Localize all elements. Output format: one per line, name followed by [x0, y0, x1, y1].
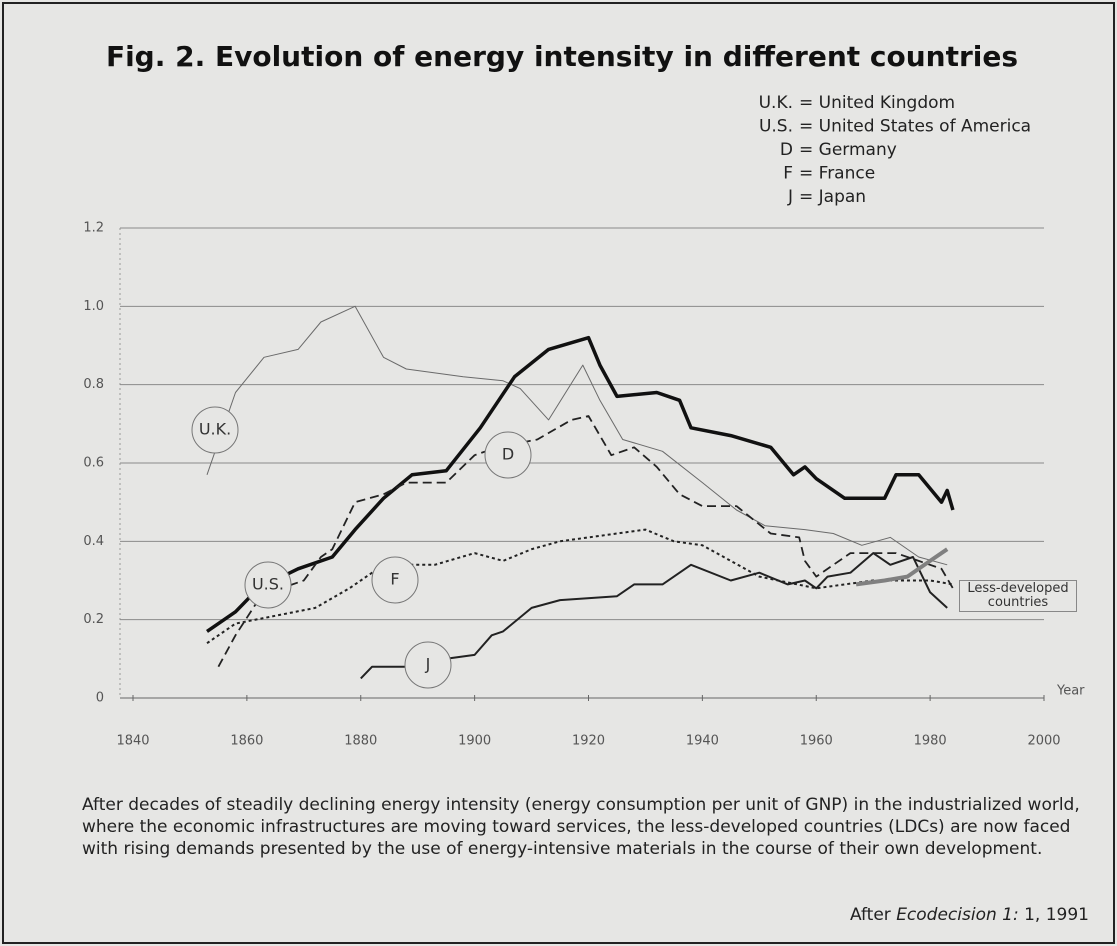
series-label: Less-developed countries — [959, 580, 1077, 612]
x-tick-label: 1940 — [686, 734, 719, 749]
legend-abbr: D — [780, 140, 793, 160]
series-label-circle — [244, 561, 292, 609]
x-axis-label: Year — [1056, 684, 1085, 699]
legend-text: = United States of America — [799, 117, 1031, 137]
legend-abbr: U.S. — [759, 117, 793, 137]
source-suffix: 1, 1991 — [1024, 905, 1089, 925]
series-label: F — [390, 570, 399, 589]
series-label-circle — [191, 406, 239, 454]
x-tick-label: 1880 — [344, 734, 377, 749]
x-tick-label: 1960 — [800, 734, 833, 749]
y-tick-label: 0.2 — [83, 612, 104, 627]
y-tick-label: 0 — [96, 691, 104, 706]
legend-text: = Germany — [799, 140, 897, 160]
y-tick-label: 0.8 — [83, 377, 104, 392]
caption: After decades of steadily declining ener… — [82, 795, 1080, 859]
series-label: U.K. — [199, 420, 231, 439]
x-tick-label: 1860 — [230, 734, 263, 749]
legend-text: = Japan — [799, 187, 866, 207]
y-tick-label: 0.6 — [83, 456, 104, 471]
series-label-circle — [484, 431, 532, 479]
series-label: D — [502, 445, 514, 464]
series-line — [360, 552, 948, 680]
chart-title: Fig. 2. Evolution of energy intensity in… — [106, 40, 1018, 73]
series-line — [855, 547, 949, 587]
series-label-circle — [371, 556, 419, 604]
source: After Ecodecision 1: 1, 1991 — [850, 905, 1089, 925]
source-prefix: After — [849, 905, 891, 925]
x-tick-label: 1980 — [914, 734, 947, 749]
y-tick-label: 1.0 — [83, 299, 104, 314]
legend-text: = United Kingdom — [799, 93, 955, 113]
legend-abbr: F — [783, 164, 793, 184]
y-tick-label: 0.4 — [83, 534, 104, 549]
legend-text: = France — [799, 164, 875, 184]
x-tick-label: 1900 — [458, 734, 491, 749]
source-italic: Ecodecision 1: — [896, 905, 1019, 925]
legend-abbr: J — [787, 187, 793, 207]
series-label: U.S. — [252, 575, 284, 594]
series-line — [217, 415, 954, 668]
legend-abbr: U.K. — [759, 93, 793, 113]
x-tick-label: 1920 — [572, 734, 605, 749]
x-tick-label: 2000 — [1027, 734, 1060, 749]
y-tick-label: 1.2 — [83, 221, 104, 236]
series-label-circle — [404, 641, 452, 689]
series-line — [206, 305, 948, 566]
series-line — [206, 335, 955, 633]
series-label: J — [425, 655, 431, 674]
series-line — [206, 528, 954, 645]
x-tick-label: 1840 — [116, 734, 149, 749]
